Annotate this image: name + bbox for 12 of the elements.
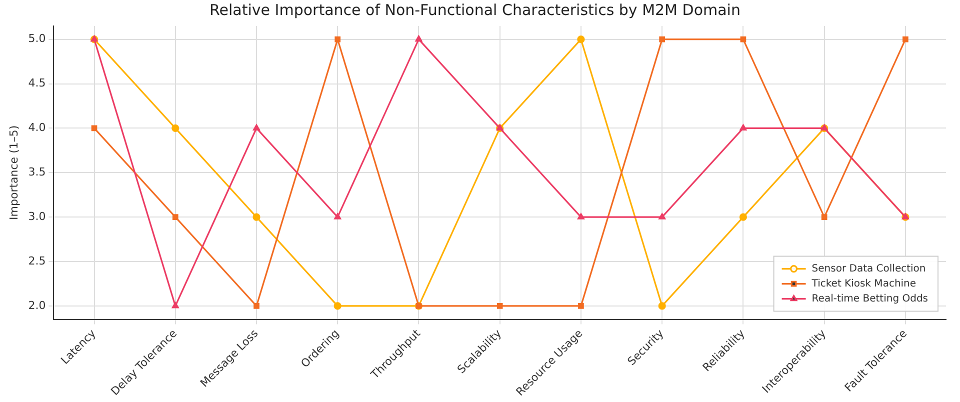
y-tick-label: 2.0: [28, 298, 46, 312]
legend-label: Ticket Kiosk Machine: [810, 278, 916, 290]
y-tick-label: 2.5: [28, 254, 46, 268]
legend-label: Sensor Data Collection: [812, 263, 926, 274]
y-tick-label: 3.5: [28, 166, 46, 179]
legend-label: Real-time Betting Odds: [812, 293, 928, 304]
y-tick-label: 5.0: [28, 32, 46, 46]
y-tick-label: 4.0: [28, 121, 46, 134]
chart-title: Relative Importance of Non-Functional Characteristics by M2M Domain: [210, 0, 740, 19]
y-tick-label: 3.0: [28, 210, 46, 223]
y-tick-label: 4.5: [28, 76, 46, 90]
y-axis-title: Importance (1–5): [7, 125, 20, 220]
